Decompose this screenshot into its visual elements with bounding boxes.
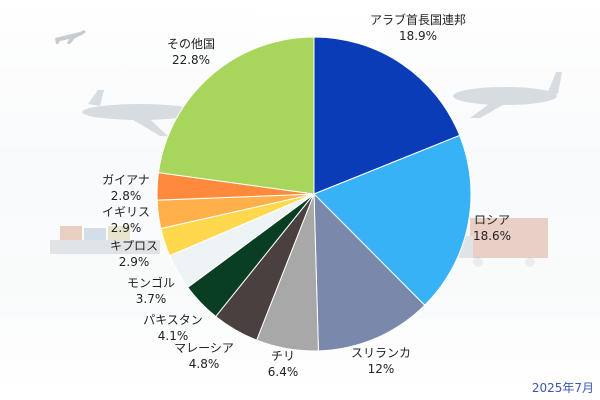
- slice-value-label-10: 2.8%: [111, 189, 142, 203]
- slice-value-label-7: 3.7%: [136, 292, 167, 306]
- pie-slice-1: [313, 36, 461, 195]
- slice-value-label-9: 2.9%: [111, 221, 142, 235]
- date-annotation: 2025年7月: [531, 381, 594, 395]
- slice-value-label-6: 4.1%: [158, 329, 189, 343]
- airplane-icon: [82, 90, 198, 136]
- container-ship-icon: [50, 226, 160, 254]
- slice-label-3: スリランカ: [351, 346, 411, 360]
- pie-slice-2: [313, 134, 472, 306]
- slice-label-8: キプロス: [110, 239, 158, 253]
- slice-value-label-3: 12%: [368, 362, 395, 376]
- slice-value-label-4: 6.4%: [268, 365, 299, 379]
- slice-value-label-2: 18.6%: [473, 229, 511, 243]
- pie-chart: [156, 36, 472, 352]
- pie-slice-3: [313, 192, 426, 352]
- slice-label-5: マレーシア: [174, 341, 234, 355]
- slice-label-1: アラブ首長国連邦: [370, 12, 466, 27]
- slice-label-2: ロシア: [474, 213, 510, 227]
- slice-value-label-5: 4.8%: [189, 357, 220, 371]
- slice-label-4: チリ: [271, 349, 295, 363]
- slice-labels: アラブ首長国連邦 18.9% ロシア 18.6% スリランカ 12% チリ 6.4% マレーシア…: [102, 12, 511, 379]
- slice-label-6: パキスタン: [143, 313, 203, 327]
- slice-label-7: モンゴル: [127, 275, 175, 290]
- slice-value-label-8: 2.9%: [119, 255, 150, 269]
- airplane-icon: [55, 30, 86, 44]
- slice-label-11: その他国: [167, 37, 215, 51]
- slice-label-10: ガイアナ: [102, 173, 150, 187]
- airplane-icon: [453, 72, 562, 118]
- slice-value-label-11: 22.8%: [172, 53, 210, 67]
- slice-label-9: イギリス: [102, 205, 150, 219]
- pie-slice-11: [157, 36, 315, 195]
- slice-value-label-1: 18.9%: [399, 29, 437, 43]
